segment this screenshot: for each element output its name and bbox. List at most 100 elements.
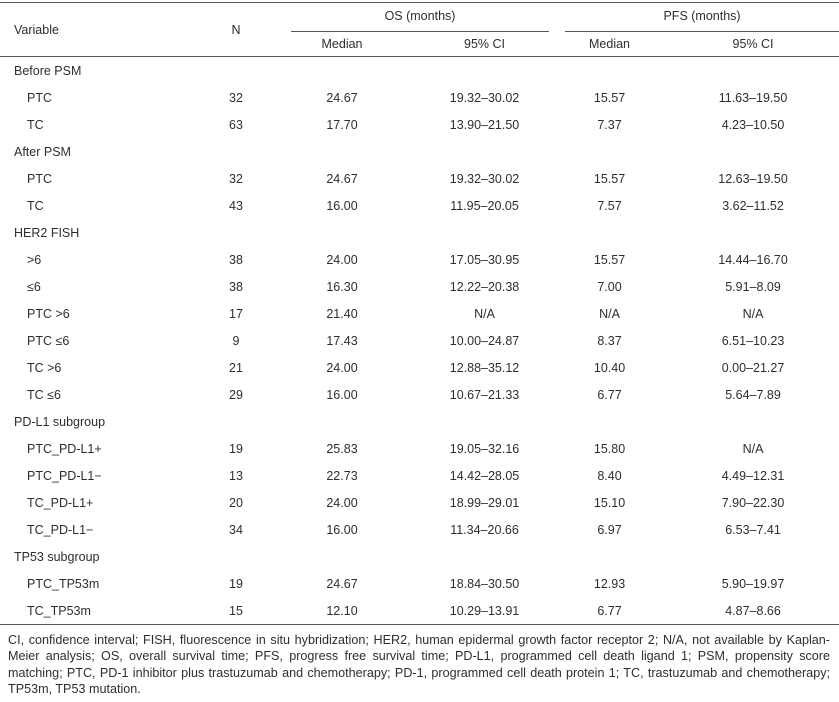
pfs-median-cell: N/A — [599, 306, 620, 321]
os-median-cell: 17.43 — [326, 333, 358, 348]
pfs-median-cell: 8.37 — [597, 333, 622, 348]
os-median-cell: 24.67 — [326, 576, 358, 591]
pfs-ci-cell: 7.90–22.30 — [721, 495, 785, 510]
section-row: Before PSM — [0, 57, 839, 85]
section-label: PD-L1 subgroup — [14, 414, 106, 429]
variable-cell: ≤6 — [27, 279, 41, 294]
data-row: PTC ≤6 9 17.43 10.00–24.87 8.37 6.51–10.23 — [0, 327, 839, 354]
variable-cell: TC ≤6 — [27, 387, 61, 402]
table-body: Before PSM PTC 32 24.67 19.32–30.02 15.57 11.6… — [0, 57, 839, 625]
os-ci-cell: 14.42–28.05 — [449, 468, 520, 483]
column-group-pfs-label: PFS (months) — [565, 3, 839, 32]
n-cell: 29 — [229, 387, 243, 402]
os-median-cell: 24.00 — [326, 252, 358, 267]
pfs-ci-cell: 3.62–11.52 — [722, 198, 784, 213]
variable-cell: TC >6 — [27, 360, 62, 375]
os-ci-cell: 11.95–20.05 — [450, 198, 519, 213]
data-row: TC_PD-L1+ 20 24.00 18.99–29.01 15.10 7.90–22.… — [0, 489, 839, 516]
column-header-pfs-median: Median — [589, 36, 631, 51]
n-cell: 34 — [229, 522, 243, 537]
data-row: PTC_TP53m 19 24.67 18.84–30.50 12.93 5.90–19.… — [0, 570, 839, 597]
pfs-ci-cell: 4.87–8.66 — [725, 603, 781, 618]
data-row: TC_PD-L1− 34 16.00 11.34–20.66 6.97 6.53–7.41 — [0, 516, 839, 543]
column-group-pfs: PFS (months) — [552, 3, 839, 32]
n-cell: 20 — [229, 495, 243, 510]
n-cell: 17 — [229, 306, 243, 321]
variable-cell: PTC_PD-L1+ — [27, 441, 102, 456]
variable-cell: PTC — [27, 171, 52, 186]
os-median-cell: 22.73 — [326, 468, 358, 483]
os-median-cell: 24.00 — [326, 495, 358, 510]
n-cell: 38 — [229, 252, 243, 267]
data-row: ≤6 38 16.30 12.22–20.38 7.00 5.91–8.09 — [0, 273, 839, 300]
os-median-cell: 24.67 — [326, 90, 358, 105]
pfs-ci-cell: 4.49–12.31 — [721, 468, 785, 483]
data-row: PTC_PD-L1− 13 22.73 14.42–28.05 8.40 4.49–12.… — [0, 462, 839, 489]
data-row: PTC_PD-L1+ 19 25.83 19.05–32.16 15.80 N/A — [0, 435, 839, 462]
os-ci-cell: 13.90–21.50 — [449, 117, 520, 132]
n-cell: 32 — [229, 171, 243, 186]
column-group-os-label: OS (months) — [291, 3, 550, 32]
table-footnote: CI, confidence interval; FISH, fluoresce… — [8, 633, 830, 697]
pfs-median-cell: 10.40 — [593, 360, 626, 375]
n-cell: 21 — [229, 360, 243, 375]
os-ci-cell: N/A — [474, 306, 495, 321]
os-median-cell: 17.70 — [326, 117, 358, 132]
data-row: PTC >6 17 21.40 N/A N/A N/A — [0, 300, 839, 327]
pfs-ci-cell: 5.91–8.09 — [725, 279, 781, 294]
pfs-median-cell: 15.10 — [593, 495, 626, 510]
pfs-ci-cell: 6.53–7.41 — [725, 522, 781, 537]
variable-cell: TC — [27, 198, 44, 213]
variable-cell: PTC_PD-L1− — [27, 468, 102, 483]
os-median-cell: 12.10 — [326, 603, 358, 618]
pfs-median-cell: 15.57 — [593, 252, 626, 267]
variable-cell: TC — [27, 117, 44, 132]
header-sub-row: Median 95% CI Median 95% CI — [0, 31, 839, 57]
table-header: Variable N OS (months) PFS (months) Medi… — [0, 3, 839, 57]
column-header-os-median: Median — [321, 36, 363, 51]
header-group-row: Variable N OS (months) PFS (months) — [0, 3, 839, 37]
os-median-cell: 16.30 — [326, 279, 358, 294]
pfs-median-cell: 15.80 — [593, 441, 626, 456]
n-cell: 13 — [229, 468, 243, 483]
section-row: HER2 FISH — [0, 219, 839, 246]
data-row: TC 63 17.70 13.90–21.50 7.37 4.23–10.50 — [0, 111, 839, 138]
survival-outcomes-table: Variable N OS (months) PFS (months) Medi… — [0, 2, 839, 625]
os-ci-cell: 19.32–30.02 — [449, 90, 520, 105]
section-row: After PSM — [0, 138, 839, 165]
section-label: Before PSM — [14, 63, 82, 78]
pfs-ci-cell: 0.00–21.27 — [721, 360, 785, 375]
pfs-median-cell: 7.37 — [597, 117, 622, 132]
pfs-ci-cell: 11.63–19.50 — [718, 90, 788, 105]
os-median-cell: 25.83 — [326, 441, 358, 456]
variable-cell: TC_PD-L1− — [27, 522, 94, 537]
os-ci-cell: 18.84–30.50 — [449, 576, 520, 591]
n-cell: 43 — [229, 198, 243, 213]
os-median-cell: 24.00 — [326, 360, 358, 375]
pfs-median-cell: 12.93 — [593, 576, 626, 591]
os-median-cell: 24.67 — [326, 171, 358, 186]
os-ci-cell: 10.00–24.87 — [449, 333, 520, 348]
pfs-ci-cell: 6.51–10.23 — [721, 333, 785, 348]
os-ci-cell: 10.29–13.91 — [449, 603, 520, 618]
variable-cell: PTC — [27, 90, 52, 105]
n-cell: 19 — [229, 441, 243, 456]
section-row: PD-L1 subgroup — [0, 408, 839, 435]
os-ci-cell: 12.88–35.12 — [449, 360, 520, 375]
os-median-cell: 16.00 — [326, 387, 358, 402]
section-row: TP53 subgroup — [0, 543, 839, 570]
data-row: TC >6 21 24.00 12.88–35.12 10.40 0.00–21.27 — [0, 354, 839, 381]
variable-cell: TC_TP53m — [27, 603, 91, 618]
section-label: After PSM — [14, 144, 71, 159]
n-cell: 38 — [229, 279, 243, 294]
n-cell: 15 — [229, 603, 243, 618]
variable-cell: >6 — [27, 252, 42, 267]
variable-cell: TC_PD-L1+ — [27, 495, 94, 510]
column-header-variable: Variable — [14, 22, 59, 37]
pfs-ci-cell: N/A — [742, 441, 764, 456]
pfs-median-cell: 15.57 — [593, 90, 626, 105]
data-row: TC ≤6 29 16.00 10.67–21.33 6.77 5.64–7.89 — [0, 381, 839, 408]
pfs-ci-cell: 5.90–19.97 — [721, 576, 785, 591]
os-ci-cell: 19.32–30.02 — [449, 171, 520, 186]
